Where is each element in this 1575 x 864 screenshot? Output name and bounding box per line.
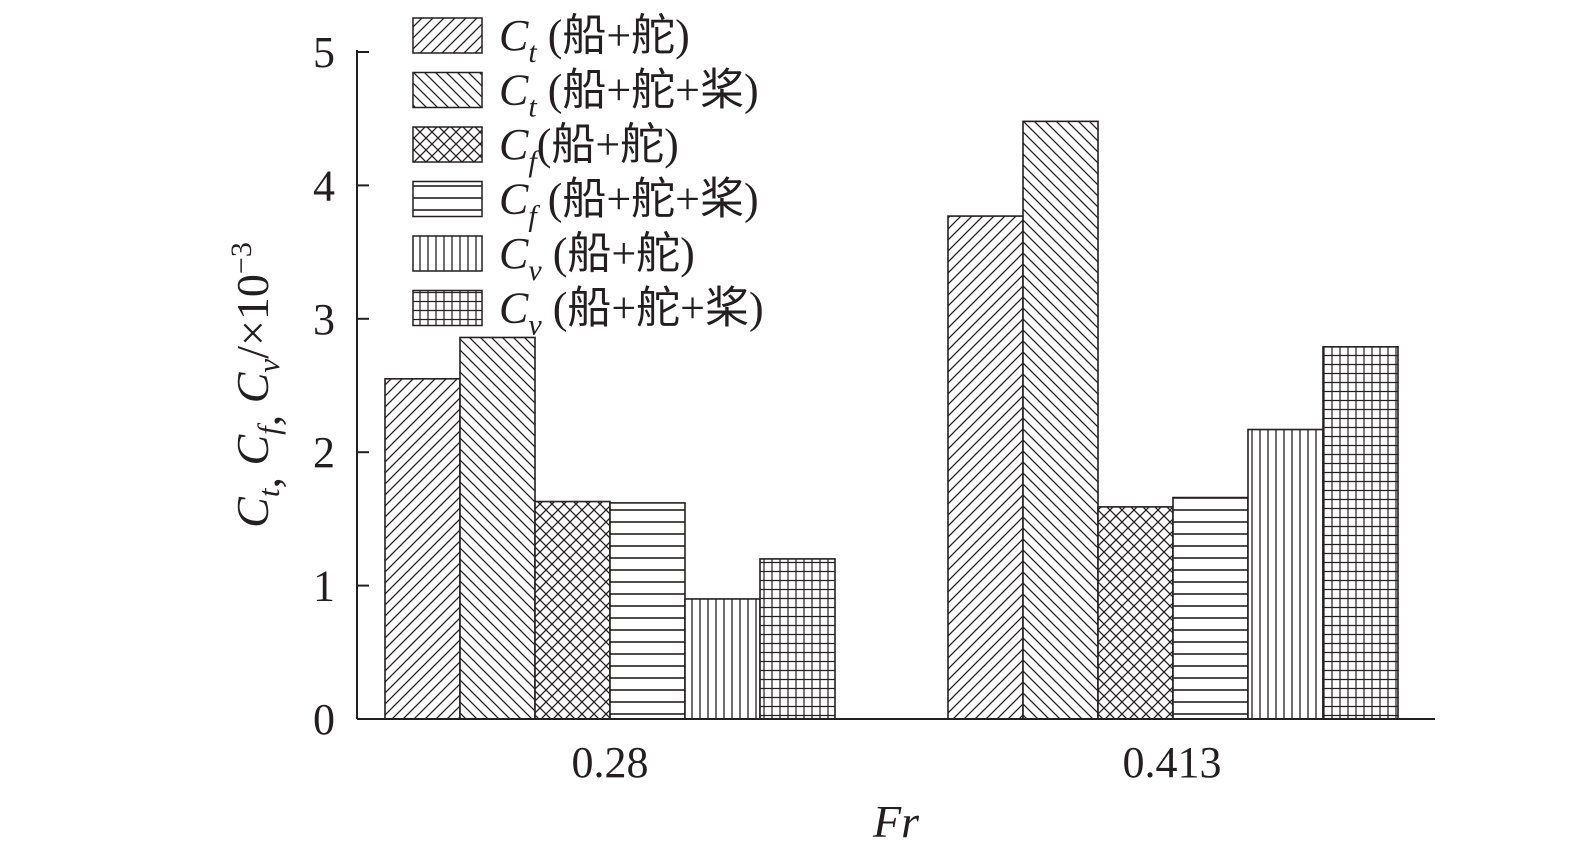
bar-series5-cat2 xyxy=(1247,428,1324,720)
bar-series3-cat2 xyxy=(1097,506,1174,720)
legend: Ct (船+舵)Ct (船+舵+桨)Cf(船+舵)Cf (船+舵+桨)Cv (船… xyxy=(412,11,764,342)
legend-label: Cv (船+舵) xyxy=(499,229,695,287)
bar-series4-cat2 xyxy=(1172,496,1249,720)
x-tick-label: 0.413 xyxy=(1123,738,1222,787)
y-tick-label: 5 xyxy=(313,28,335,77)
bar-series6-cat1 xyxy=(759,558,836,720)
bar-series3-cat1 xyxy=(534,500,611,720)
y-axis-title: Ct, Cf, Cv/×10−3 xyxy=(225,242,289,528)
y-tick-label: 3 xyxy=(313,295,335,344)
legend-label: Ct (船+舵) xyxy=(499,11,690,69)
legend-swatch xyxy=(412,71,483,109)
bar-series1-cat2 xyxy=(947,215,1024,720)
bar-series1-cat1 xyxy=(384,378,461,720)
legend-swatch xyxy=(412,126,483,163)
bar-series2-cat1 xyxy=(459,336,536,720)
x-axis-title: Fr xyxy=(872,796,920,847)
legend-swatch xyxy=(412,235,483,272)
legend-label: Cf(船+舵) xyxy=(499,120,679,178)
bar-series5-cat1 xyxy=(684,598,761,720)
legend-label: Cv (船+舵+桨) xyxy=(499,284,764,342)
bar-series6-cat2 xyxy=(1322,346,1399,720)
legend-swatch xyxy=(412,17,483,54)
bar-series2-cat2 xyxy=(1022,120,1099,720)
bar-series4-cat1 xyxy=(609,502,686,720)
y-tick-label: 2 xyxy=(313,428,335,477)
legend-swatch xyxy=(412,289,483,327)
y-tick-label: 0 xyxy=(313,695,335,744)
legend-label: Cf (船+舵+桨) xyxy=(499,175,759,233)
y-tick-label: 4 xyxy=(313,161,335,210)
bars-layer xyxy=(384,120,1399,720)
x-tick-label: 0.28 xyxy=(572,738,649,787)
axis-titles: Fr Ct, Cf, Cv/×10−3 xyxy=(225,242,920,847)
legend-swatch xyxy=(412,180,483,218)
axes-layer: 0 1 2 3 4 5 0.28 0.413 xyxy=(313,28,1435,787)
y-tick-label: 1 xyxy=(313,562,335,611)
legend-label: Ct (船+舵+桨) xyxy=(499,66,759,124)
